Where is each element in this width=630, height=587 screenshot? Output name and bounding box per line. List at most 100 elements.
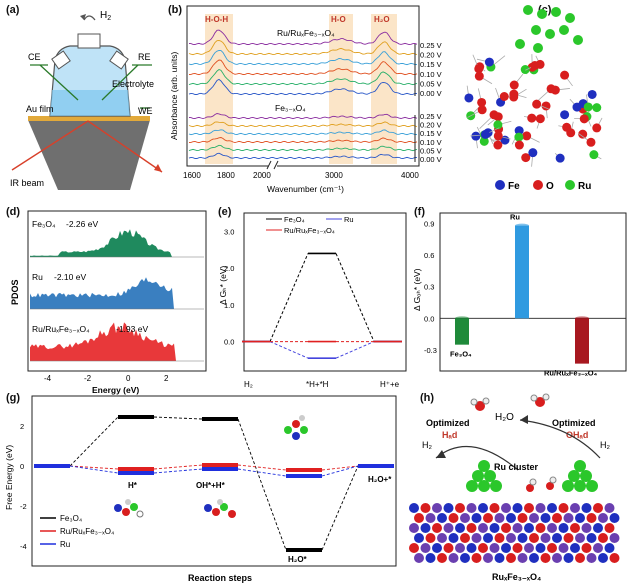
- support-atom: [598, 533, 608, 543]
- support-atom: [535, 503, 546, 513]
- g-connector-0-0: [69, 416, 119, 467]
- cluster-ru-atom: [586, 480, 598, 492]
- panel-h-mechanism: H₂O Optimized Hₐd Optimized OHₐd H₂ H₂ R…: [409, 393, 620, 582]
- lattice-atom: [477, 97, 487, 107]
- pot-bot-5: 0.00 V: [420, 155, 442, 164]
- support-atom: [448, 513, 459, 523]
- support-atom: [529, 533, 539, 543]
- f-chart-bars: 0.9 0.6 0.3 0.0 -0.3 Fe₃O₄ Ru Ru/RuₓFe₃₋ₓO₄: [424, 213, 626, 378]
- support-atom: [581, 543, 592, 553]
- support-atom: [535, 543, 546, 553]
- support-atom: [448, 553, 459, 563]
- cluster-ru-atom: [478, 480, 490, 492]
- h2-label: H2: [100, 10, 111, 22]
- lattice-atom: [528, 148, 538, 158]
- panel-d-label: (d): [6, 206, 21, 218]
- lattice-atom: [560, 70, 570, 80]
- potential-labels-bottom: 0.25 V0.20 V0.15 V0.10 V0.05 V0.00 V: [420, 112, 442, 164]
- g-step-label-1: OH*+H*: [196, 481, 226, 490]
- pot-top-1: 0.20 V: [420, 51, 442, 60]
- f-bar-0: [455, 318, 469, 345]
- h-ohad-label: OHₐd: [566, 430, 588, 440]
- g-connector-1-1: [153, 464, 203, 470]
- lattice-atom: [477, 105, 487, 115]
- support-atom: [517, 553, 528, 563]
- support-atom: [563, 533, 574, 543]
- panel-b-spectra: H-O-H H-O H₂O Ru/RuₓFe₃₋ₓO₄ Fe₃₋ₓO₄ 1600…: [169, 5, 442, 194]
- support-atom: [432, 543, 442, 553]
- legend-ru-dot: [565, 180, 575, 190]
- top-trace-1: [188, 40, 418, 56]
- f-ytick: 0.0: [424, 314, 434, 323]
- band-h2o: [371, 14, 397, 164]
- support-atom: [512, 543, 523, 553]
- lattice-atom: [514, 132, 524, 142]
- cluster-ru-atom: [490, 480, 502, 492]
- support-atom: [443, 523, 454, 533]
- axis-break-1: [266, 160, 272, 170]
- lattice-atom: [493, 120, 503, 130]
- lattice-atom: [587, 89, 597, 99]
- axis-break-2: [273, 160, 279, 170]
- support-atom: [414, 533, 424, 543]
- support-lattice: [409, 503, 620, 563]
- f-ytick: 0.3: [424, 283, 434, 292]
- potential-labels-top: 0.25 V0.20 V0.15 V0.10 V0.05 V0.00 V: [420, 41, 442, 98]
- f-bar-cap-1: [515, 223, 529, 228]
- h-arrow-right: [519, 419, 601, 459]
- legend-o-label: O: [546, 181, 554, 192]
- oh-o-atom: [526, 484, 534, 492]
- f-ytick: -0.3: [424, 346, 437, 355]
- lattice-atom: [566, 128, 576, 138]
- support-atom: [609, 553, 620, 563]
- support-atom: [552, 533, 562, 543]
- support-atom: [460, 513, 470, 523]
- support-atom: [420, 543, 431, 553]
- support-atom: [547, 503, 557, 513]
- h-support-label: RuₓFe₃₋ₓO₄: [492, 572, 541, 582]
- support-atom: [575, 533, 585, 543]
- f-bar-cap-0: [455, 316, 469, 321]
- legend-ru-label: Ru: [578, 181, 591, 192]
- support-atom: [517, 513, 528, 523]
- support-atom: [489, 523, 500, 533]
- top-trace-5: [188, 78, 418, 96]
- cluster-ru-atom: [478, 460, 490, 472]
- axis-break-gap: [269, 160, 277, 170]
- pot-bot-0: 0.25 V: [420, 112, 442, 121]
- support-atom: [494, 513, 505, 523]
- g-connector-2-0: [69, 465, 119, 474]
- pot-bot-1: 0.20 V: [420, 121, 442, 130]
- support-atom: [437, 513, 447, 523]
- g-step-label-0: H*: [128, 481, 138, 490]
- support-atom: [524, 543, 534, 553]
- b-xlabel: Wavenumber (cm⁻¹): [267, 184, 344, 194]
- e-yticks: 3.0 2.0 1.0 0.0: [224, 227, 234, 346]
- band-hoh: [205, 14, 233, 164]
- panel-a-cell-schematic: H2 CE RE Electrolyte Au film WE IR beam: [10, 10, 163, 190]
- cluster-ru-atom: [580, 470, 592, 482]
- pdos-ru-name: Ru: [32, 272, 43, 282]
- lattice-atom: [521, 153, 531, 163]
- lattice-atom: [530, 61, 540, 71]
- b-xtick-1600: 1600: [183, 171, 201, 180]
- molecule-h: [114, 499, 144, 518]
- support-atom: [593, 543, 603, 553]
- e-legend-fe: Fe₃O₄: [284, 215, 305, 224]
- support-atom: [494, 533, 505, 543]
- pot-top-0: 0.25 V: [420, 41, 442, 50]
- lattice-atom: [522, 131, 532, 141]
- b-bottom-label: Fe₃₋ₓO₄: [275, 103, 306, 113]
- legend-fe-dot: [495, 180, 505, 190]
- b-xtick-2000: 2000: [253, 171, 271, 180]
- ru-atom: [565, 13, 575, 23]
- d-xtick-m2: -2: [84, 374, 92, 383]
- panel-d-pdos: Fe₃O₄ -2.26 eV Ru -2.10 eV Ru/RuₓFe₃₋ₓO₄…: [10, 210, 207, 395]
- panel-a-label: (a): [6, 4, 20, 16]
- g-step-label-3: H₂O+*: [368, 475, 392, 484]
- bottom-trace-2: [188, 129, 418, 136]
- b-xtick-1800: 1800: [217, 171, 235, 180]
- lattice-atom: [546, 84, 556, 94]
- e-ytick: 1.0: [224, 301, 234, 310]
- pdos-fill-0: [30, 229, 176, 257]
